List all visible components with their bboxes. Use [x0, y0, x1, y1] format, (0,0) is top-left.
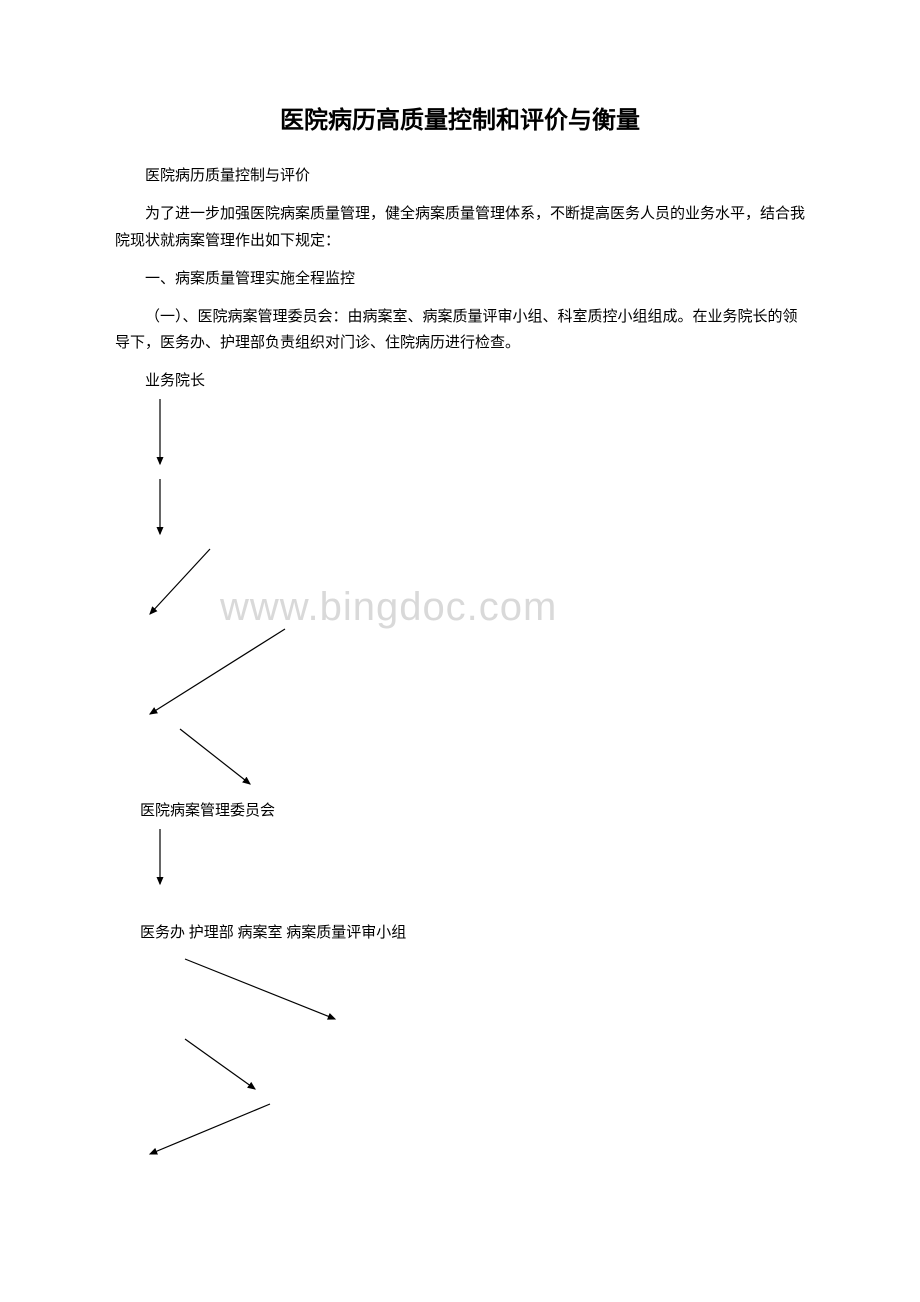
section1-item1: （一）、医院病案管理委员会：由病案室、病案质量评审小组、科室质控小组组成。在业务…	[115, 304, 805, 357]
section1-heading: 一、病案质量管理实施全程监控	[115, 266, 805, 292]
flowchart-arrow	[155, 829, 165, 889]
flowchart-arrow	[145, 629, 290, 719]
flowchart-arrow	[145, 1104, 275, 1159]
page-title: 医院病历高质量控制和评价与衡量	[115, 100, 805, 135]
flowchart-arrow	[155, 399, 165, 469]
flowchart-node-departments: 医务办 护理部 病案室 病案质量评审小组	[140, 921, 406, 942]
flowchart-node-committee: 医院病案管理委员会	[140, 799, 275, 820]
flowchart-node-yewu: 业务院长	[145, 369, 205, 390]
flowchart-arrow	[180, 1039, 260, 1094]
intro-paragraph: 为了进一步加强医院病案质量管理，健全病案质量管理体系，不断提高医务人员的业务水平…	[115, 201, 805, 254]
flowchart-arrow	[145, 549, 215, 619]
flowchart-arrow	[180, 959, 340, 1024]
flowchart-arrow	[175, 729, 255, 789]
subtitle: 医院病历质量控制与评价	[115, 163, 805, 189]
flowchart-arrow	[155, 479, 165, 539]
flowchart-container: 业务院长 医院病案管理委员会 医务办 护理部 病案室 病案质量评审小组	[115, 369, 805, 1189]
